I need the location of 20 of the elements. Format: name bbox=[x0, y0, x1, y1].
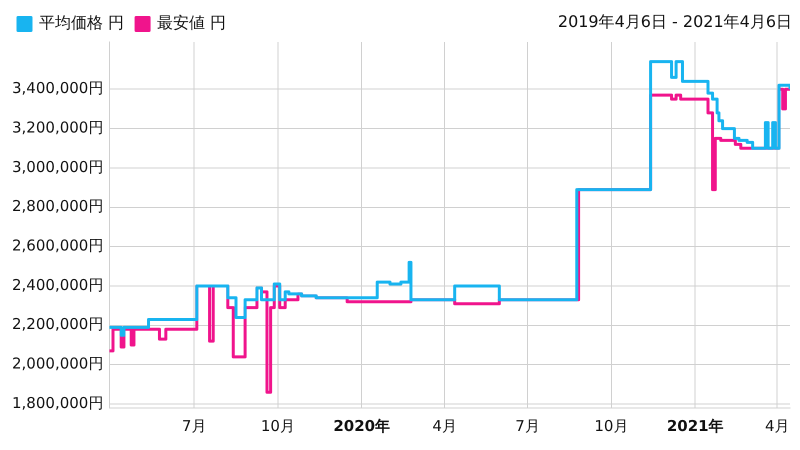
x-tick-label: 2021年 bbox=[666, 416, 724, 435]
x-tick-label: 10月 bbox=[594, 416, 628, 435]
y-tick-label: 3,400,000円 bbox=[12, 79, 104, 98]
y-tick-label: 3,000,000円 bbox=[12, 158, 104, 176]
y-tick-label: 2,600,000円 bbox=[12, 236, 104, 255]
y-tick-label: 2,200,000円 bbox=[12, 315, 104, 334]
x-tick-label: 7月 bbox=[515, 416, 540, 435]
y-tick-label: 2,800,000円 bbox=[12, 197, 104, 216]
x-tick-label: 2020年 bbox=[333, 416, 390, 435]
chart-subtitle: 2019年4月6日 - 2021年4月6日 bbox=[558, 12, 792, 33]
y-tick-label: 2,000,000円 bbox=[12, 354, 104, 373]
x-tick-label: 4月 bbox=[764, 416, 790, 435]
x-tick-label: 7月 bbox=[182, 416, 206, 435]
x-tick-label: 4月 bbox=[432, 416, 457, 435]
legend-label: 最安値 円 bbox=[157, 13, 226, 32]
x-tick-label: 10月 bbox=[260, 416, 295, 435]
legend-label: 平均価格 円 bbox=[39, 13, 124, 32]
y-tick-label: 3,200,000円 bbox=[12, 118, 104, 136]
y-tick-label: 1,800,000円 bbox=[12, 394, 104, 412]
y-tick-label: 2,400,000円 bbox=[12, 276, 104, 294]
